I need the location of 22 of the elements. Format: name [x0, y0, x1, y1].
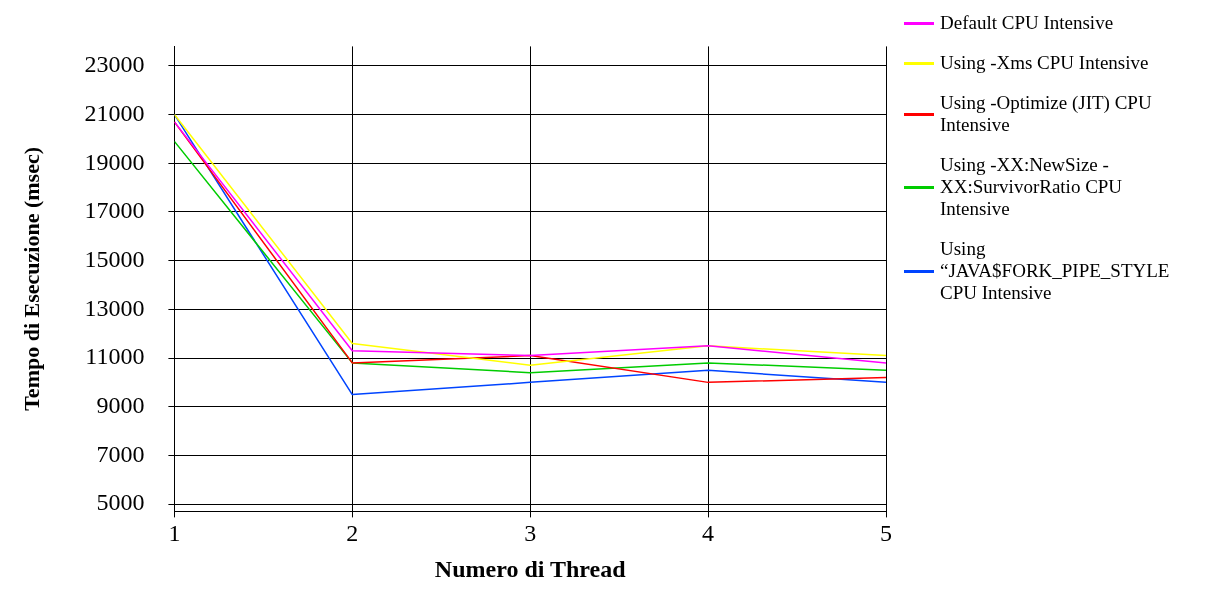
legend-label: Using -Xms CPU Intensive: [940, 52, 1150, 74]
x-tick-label: 4: [702, 520, 715, 547]
y-tick-label: 21000: [84, 99, 145, 126]
x-axis-title: Numero di Thread: [434, 555, 627, 582]
legend-label: Using “JAVA$FORK_PIPE_STYLE CPU Intensive: [940, 238, 1171, 304]
legend-label: Default CPU Intensive: [940, 12, 1115, 34]
y-tick-label: 5000: [96, 489, 145, 516]
x-tick-label: 1: [168, 520, 181, 547]
y-axis-title: Tempo di Esecuzione (msec): [18, 147, 44, 411]
x-tick-label: 2: [346, 520, 359, 547]
y-tick-label: 13000: [84, 294, 145, 321]
y-tick-label: 11000: [85, 343, 145, 370]
y-tick-label: 7000: [96, 440, 145, 467]
y-tick-label: 23000: [84, 51, 145, 78]
y-tick-label: 17000: [84, 197, 145, 224]
x-tick-label: 5: [880, 520, 892, 547]
legend-label: Using -XX:NewSize -XX:SurvivorRatio CPU Intensive: [940, 154, 1124, 220]
y-tick-label: 15000: [84, 245, 145, 272]
y-tick-label: 9000: [96, 392, 145, 419]
legend-label: Using -Optimize (JIT) CPU Intensive: [940, 92, 1153, 136]
x-tick-label: 3: [524, 520, 537, 547]
y-tick-label: 19000: [84, 148, 145, 175]
